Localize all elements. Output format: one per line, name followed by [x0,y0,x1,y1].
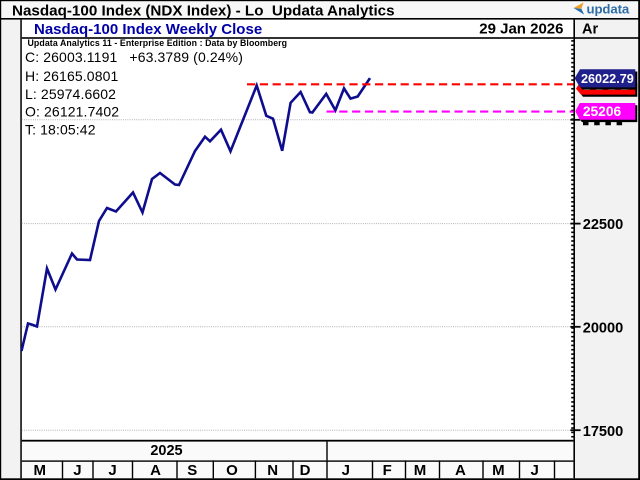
svg-text:26022.79: 26022.79 [581,72,634,86]
svg-text:M: M [34,462,47,479]
svg-text:Updata Analytics 11 - Enterpri: Updata Analytics 11 - Enterprise Edition… [28,38,288,48]
svg-text:J: J [73,462,81,479]
svg-text:F: F [383,462,392,479]
svg-text:20000: 20000 [583,320,624,336]
svg-text:O: O [226,462,238,479]
svg-text:N: N [267,462,278,479]
svg-text:22500: 22500 [583,217,624,233]
svg-text:17500: 17500 [583,424,624,440]
svg-text:J: J [531,462,539,479]
svg-text:D: D [300,462,311,479]
svg-text:29 Jan 2026: 29 Jan 2026 [479,21,563,38]
svg-text:J: J [342,462,350,479]
svg-text:updata: updata [587,2,630,17]
svg-text:A: A [455,462,466,479]
svg-text:Nasdaq-100 Index Weekly Close: Nasdaq-100 Index Weekly Close [34,21,262,38]
svg-text:M: M [414,462,427,479]
svg-text:C: 26003.1191 +63.3789 (0.24: C: 26003.1191 +63.3789 (0.24%) [25,49,243,65]
svg-text:T: 18:05:42: T: 18:05:42 [25,122,96,138]
svg-text:S: S [187,462,197,479]
svg-text:2025: 2025 [150,443,182,459]
svg-text:J: J [108,462,116,479]
svg-text:Ar: Ar [582,22,598,38]
svg-text:M: M [492,462,505,479]
svg-text:H: 26165.0801: H: 26165.0801 [25,68,119,84]
svg-text:A: A [150,462,161,479]
svg-text:25206: 25206 [583,104,622,119]
svg-text:Nasdaq-100 Index (NDX Index) -: Nasdaq-100 Index (NDX Index) - Lo Updata… [12,2,395,19]
svg-text:O: 26121.7402: O: 26121.7402 [25,104,119,120]
svg-text:L: 25974.6602: L: 25974.6602 [25,86,116,102]
